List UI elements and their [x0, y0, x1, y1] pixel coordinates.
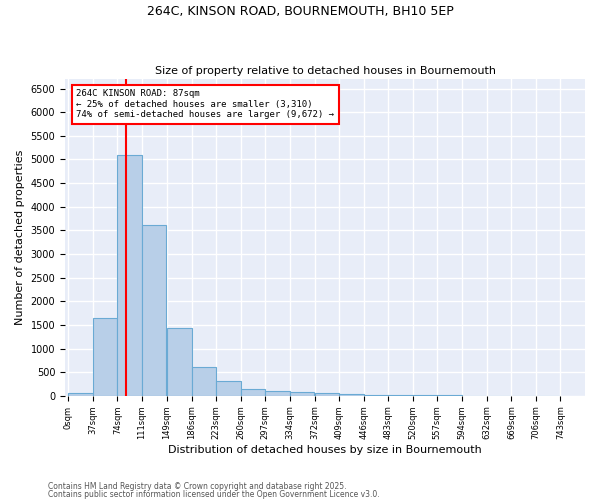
Bar: [339, 394, 364, 396]
Bar: [142, 224, 166, 396]
Bar: [191, 366, 216, 396]
Bar: [118, 154, 142, 396]
Text: Contains HM Land Registry data © Crown copyright and database right 2025.: Contains HM Land Registry data © Crown c…: [48, 482, 347, 491]
Text: 264C, KINSON ROAD, BOURNEMOUTH, BH10 5EP: 264C, KINSON ROAD, BOURNEMOUTH, BH10 5EP: [146, 5, 454, 18]
Bar: [265, 390, 290, 396]
Bar: [93, 318, 118, 396]
Y-axis label: Number of detached properties: Number of detached properties: [15, 150, 25, 325]
Bar: [315, 393, 339, 396]
X-axis label: Distribution of detached houses by size in Bournemouth: Distribution of detached houses by size …: [168, 445, 482, 455]
Bar: [364, 395, 388, 396]
Bar: [290, 392, 314, 396]
Bar: [241, 389, 265, 396]
Bar: [216, 381, 241, 396]
Bar: [68, 393, 93, 396]
Text: Contains public sector information licensed under the Open Government Licence v3: Contains public sector information licen…: [48, 490, 380, 499]
Title: Size of property relative to detached houses in Bournemouth: Size of property relative to detached ho…: [155, 66, 496, 76]
Bar: [388, 395, 413, 396]
Text: 264C KINSON ROAD: 87sqm
← 25% of detached houses are smaller (3,310)
74% of semi: 264C KINSON ROAD: 87sqm ← 25% of detache…: [76, 90, 334, 120]
Bar: [167, 328, 191, 396]
